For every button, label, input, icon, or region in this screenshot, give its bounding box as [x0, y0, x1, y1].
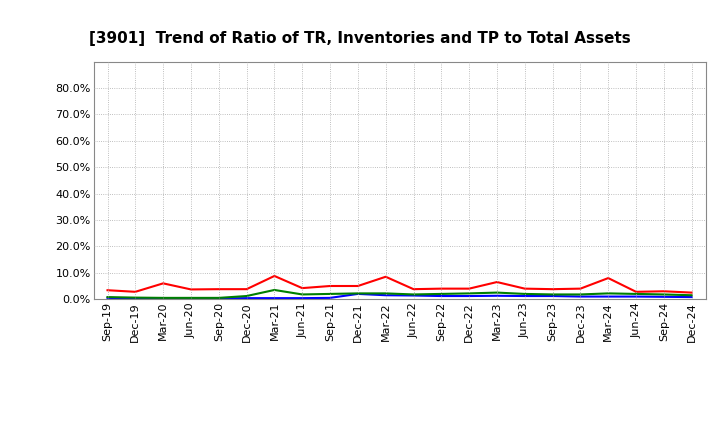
- Line: Trade Payables: Trade Payables: [107, 290, 692, 298]
- Trade Receivables: [131, 289, 140, 294]
- Trade Receivables: [660, 289, 668, 294]
- Inventories: [688, 294, 696, 300]
- Trade Payables: [215, 295, 223, 301]
- Trade Payables: [382, 291, 390, 296]
- Trade Receivables: [103, 288, 112, 293]
- Trade Receivables: [270, 273, 279, 279]
- Inventories: [298, 296, 307, 301]
- Trade Receivables: [688, 290, 696, 295]
- Trade Receivables: [354, 283, 362, 289]
- Trade Payables: [270, 287, 279, 293]
- Trade Payables: [604, 291, 613, 296]
- Trade Receivables: [159, 281, 168, 286]
- Inventories: [354, 291, 362, 297]
- Trade Payables: [409, 292, 418, 297]
- Trade Payables: [465, 291, 474, 296]
- Trade Receivables: [604, 275, 613, 281]
- Inventories: [159, 296, 168, 301]
- Trade Payables: [298, 292, 307, 297]
- Trade Receivables: [437, 286, 446, 291]
- Trade Receivables: [576, 286, 585, 291]
- Trade Payables: [631, 291, 640, 297]
- Inventories: [631, 294, 640, 299]
- Trade Payables: [325, 291, 334, 297]
- Trade Receivables: [492, 279, 501, 285]
- Trade Payables: [549, 292, 557, 297]
- Inventories: [270, 296, 279, 301]
- Line: Trade Receivables: Trade Receivables: [107, 276, 692, 293]
- Inventories: [437, 293, 446, 299]
- Trade Receivables: [242, 286, 251, 292]
- Trade Payables: [576, 292, 585, 297]
- Trade Payables: [159, 295, 168, 301]
- Trade Receivables: [631, 289, 640, 294]
- Trade Payables: [492, 290, 501, 295]
- Trade Receivables: [521, 286, 529, 291]
- Trade Receivables: [298, 286, 307, 291]
- Trade Receivables: [382, 274, 390, 279]
- Trade Payables: [242, 293, 251, 299]
- Inventories: [103, 295, 112, 301]
- Inventories: [576, 294, 585, 299]
- Inventories: [242, 296, 251, 301]
- Trade Payables: [660, 292, 668, 297]
- Line: Inventories: Inventories: [107, 294, 692, 298]
- Trade Receivables: [549, 286, 557, 292]
- Trade Payables: [354, 291, 362, 296]
- Inventories: [465, 293, 474, 299]
- Text: [3901]  Trend of Ratio of TR, Inventories and TP to Total Assets: [3901] Trend of Ratio of TR, Inventories…: [89, 31, 631, 46]
- Trade Payables: [103, 294, 112, 300]
- Inventories: [604, 294, 613, 299]
- Trade Receivables: [465, 286, 474, 291]
- Inventories: [186, 296, 195, 301]
- Inventories: [521, 293, 529, 299]
- Inventories: [409, 293, 418, 298]
- Trade Payables: [186, 295, 195, 301]
- Trade Payables: [521, 291, 529, 297]
- Inventories: [325, 295, 334, 301]
- Trade Receivables: [409, 286, 418, 292]
- Trade Payables: [688, 293, 696, 298]
- Trade Receivables: [325, 283, 334, 289]
- Trade Receivables: [186, 287, 195, 292]
- Inventories: [492, 293, 501, 298]
- Inventories: [660, 294, 668, 300]
- Trade Payables: [437, 291, 446, 297]
- Inventories: [382, 293, 390, 298]
- Inventories: [131, 296, 140, 301]
- Legend: Trade Receivables, Inventories, Trade Payables: Trade Receivables, Inventories, Trade Pa…: [169, 436, 630, 440]
- Trade Receivables: [215, 286, 223, 292]
- Trade Payables: [131, 295, 140, 300]
- Inventories: [215, 296, 223, 301]
- Inventories: [549, 293, 557, 299]
